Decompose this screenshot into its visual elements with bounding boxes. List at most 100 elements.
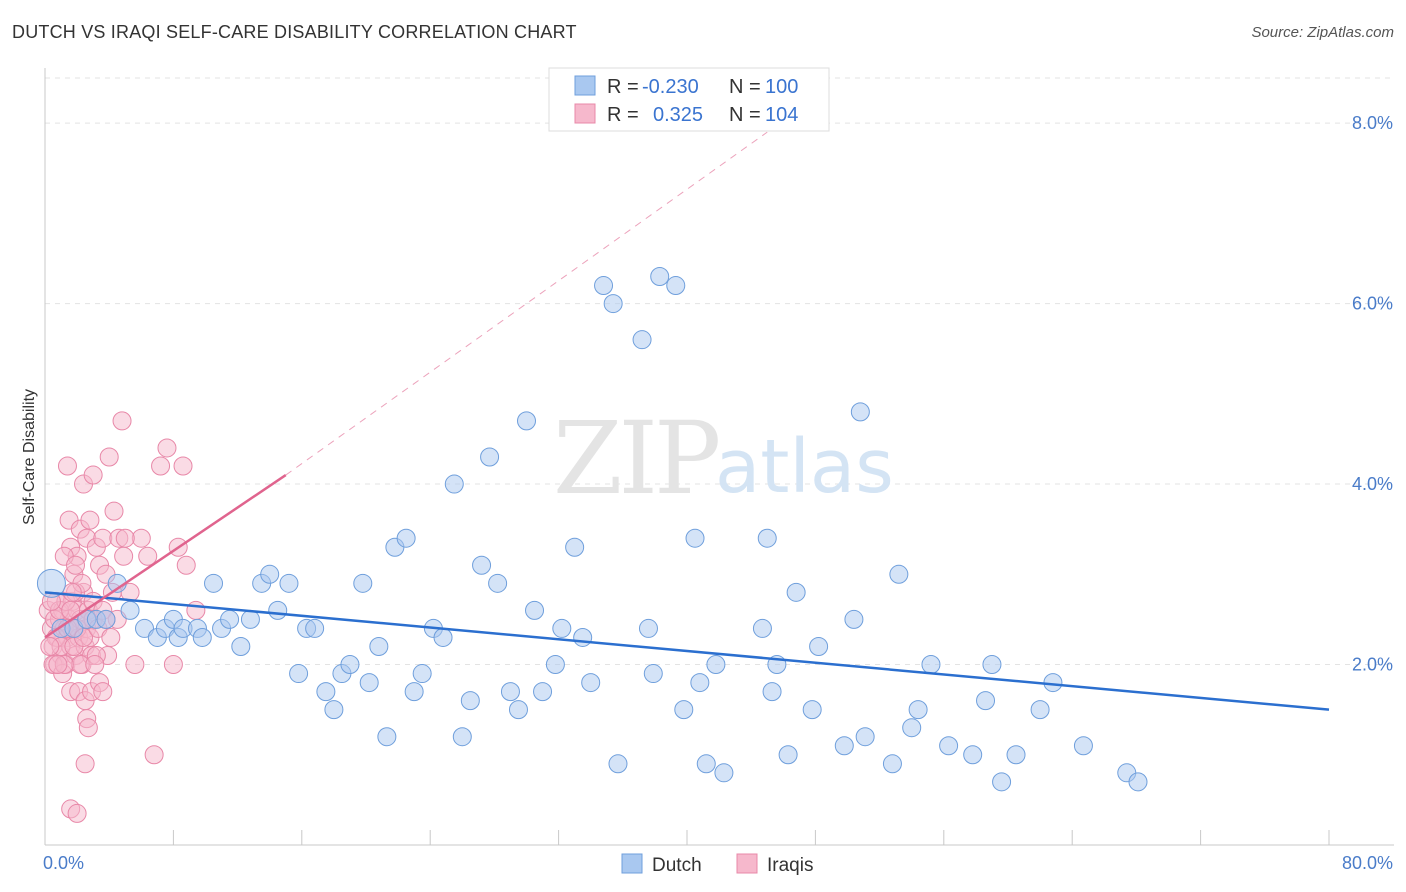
dutch-point-92 <box>982 655 1002 675</box>
dutch-point-28 <box>316 682 336 702</box>
dutch-point-0 <box>36 568 66 598</box>
bottom-legend-swatch-dutch <box>621 853 643 874</box>
y-tick-label-3: 8.0% <box>1352 113 1393 133</box>
legend-frame <box>548 67 830 132</box>
dutch-point-88 <box>921 655 941 675</box>
dutch-point-59 <box>603 294 623 314</box>
iraqi-point-67 <box>125 655 145 675</box>
gridlines <box>45 77 1394 666</box>
x-tick-label-0: 0.0% <box>43 853 84 873</box>
dutch-point-37 <box>396 528 416 548</box>
iraqi-point-84 <box>93 682 113 702</box>
iraqi-point-57 <box>83 465 103 485</box>
dutch-point-71 <box>714 763 734 783</box>
dutch-point-29 <box>324 700 344 720</box>
dutch-point-34 <box>369 636 389 656</box>
y-tick-label-2: 6.0% <box>1352 294 1393 314</box>
dutch-point-5 <box>96 609 116 629</box>
dutch-point-93 <box>992 772 1012 792</box>
dutch-point-91 <box>976 691 996 711</box>
dutch-point-45 <box>472 555 492 575</box>
dutch-point-19 <box>231 636 251 656</box>
dutch-point-67 <box>685 528 705 548</box>
x-tick-label-1: 80.0% <box>1342 853 1393 873</box>
iraqi-point-100 <box>62 582 82 602</box>
legend-r-value-iraqi: 0.325 <box>653 104 703 126</box>
iraqi-point-65 <box>114 546 134 566</box>
dutch-point-65 <box>666 276 686 296</box>
dutch-point-33 <box>359 673 379 693</box>
dutch-point-86 <box>902 718 922 738</box>
dutch-point-15 <box>192 627 212 647</box>
dutch-point-50 <box>517 411 536 431</box>
iraqi-point-63 <box>104 501 124 521</box>
iraqi-trend-line <box>44 473 287 639</box>
dutch-point-87 <box>908 700 928 720</box>
dutch-trend-line <box>44 591 1330 711</box>
dutch-point-43 <box>452 727 472 747</box>
dutch-point-49 <box>508 700 528 720</box>
dutch-point-20 <box>240 609 260 629</box>
dutch-point-25 <box>289 664 309 684</box>
iraqi-point-103 <box>65 555 85 575</box>
dutch-point-80 <box>834 736 854 756</box>
dutch-point-90 <box>963 745 983 765</box>
watermark-zip: ZIP <box>553 400 718 517</box>
dutch-point-96 <box>1073 736 1093 756</box>
dutch-point-22 <box>260 564 280 584</box>
dutch-point-72 <box>752 618 772 638</box>
dutch-point-64 <box>650 267 670 287</box>
iraqi-point-73 <box>157 438 177 458</box>
dutch-point-57 <box>581 673 601 693</box>
dutch-point-48 <box>500 682 520 702</box>
x-axis-ticks <box>44 830 1330 845</box>
dutch-point-82 <box>850 402 870 422</box>
iraqi-point-98 <box>48 655 68 675</box>
iraqi-point-76 <box>173 456 193 476</box>
iraqi-point-62 <box>99 447 119 467</box>
legend-n-value-iraqi: 104 <box>765 104 798 126</box>
dutch-point-27 <box>305 618 325 638</box>
dutch-point-77 <box>786 582 806 602</box>
iraqi-point-72 <box>151 456 171 476</box>
bottom-legend-dutch: Dutch <box>652 855 702 876</box>
dutch-point-73 <box>757 528 777 548</box>
iraqis-series <box>38 411 206 823</box>
iraqi-point-69 <box>138 546 158 566</box>
watermark-atlas: atlas <box>715 424 894 510</box>
iraqi-point-48 <box>57 456 77 476</box>
legend-box: R = -0.230 N = 100 R = 0.325 N = 104 <box>548 67 830 132</box>
legend-r-value-dutch: -0.230 <box>642 76 699 98</box>
y-axis-tick-labels: 2.0% 4.0% 6.0% 8.0% <box>1352 113 1393 674</box>
dutch-point-18 <box>220 609 240 629</box>
iraqi-point-56 <box>80 510 100 530</box>
dutch-point-78 <box>802 700 822 720</box>
dutch-point-32 <box>353 573 373 593</box>
dutch-point-61 <box>632 330 652 350</box>
dutch-point-58 <box>594 276 614 296</box>
dutch-point-98 <box>1128 772 1148 792</box>
bottom-legend-iraqis: Iraqis <box>767 855 813 876</box>
iraqi-point-74 <box>163 655 183 675</box>
dutch-point-46 <box>480 447 500 467</box>
chart-title: DUTCH VS IRAQI SELF-CARE DISABILITY CORR… <box>12 22 577 42</box>
dutch-point-41 <box>433 627 453 647</box>
legend-n-label-dutch: N = <box>729 76 761 98</box>
iraqi-point-68 <box>131 528 151 548</box>
dutch-point-7 <box>120 600 140 620</box>
iraqi-point-87 <box>75 754 95 774</box>
dutch-point-16 <box>204 573 224 593</box>
dutch-point-99 <box>1030 700 1050 720</box>
dutch-point-53 <box>545 655 565 675</box>
dutch-point-23 <box>268 600 288 620</box>
iraqi-point-89 <box>67 803 87 823</box>
dutch-series <box>36 267 1148 792</box>
dutch-point-42 <box>444 474 464 494</box>
dutch-point-51 <box>525 600 545 620</box>
iraqi-point-94 <box>40 636 60 656</box>
dutch-point-79 <box>809 636 829 656</box>
y-tick-label-0: 2.0% <box>1352 655 1393 675</box>
bottom-legend-swatch-iraqis <box>736 853 758 874</box>
dutch-point-84 <box>882 754 902 774</box>
legend-swatch-dutch <box>574 75 596 96</box>
